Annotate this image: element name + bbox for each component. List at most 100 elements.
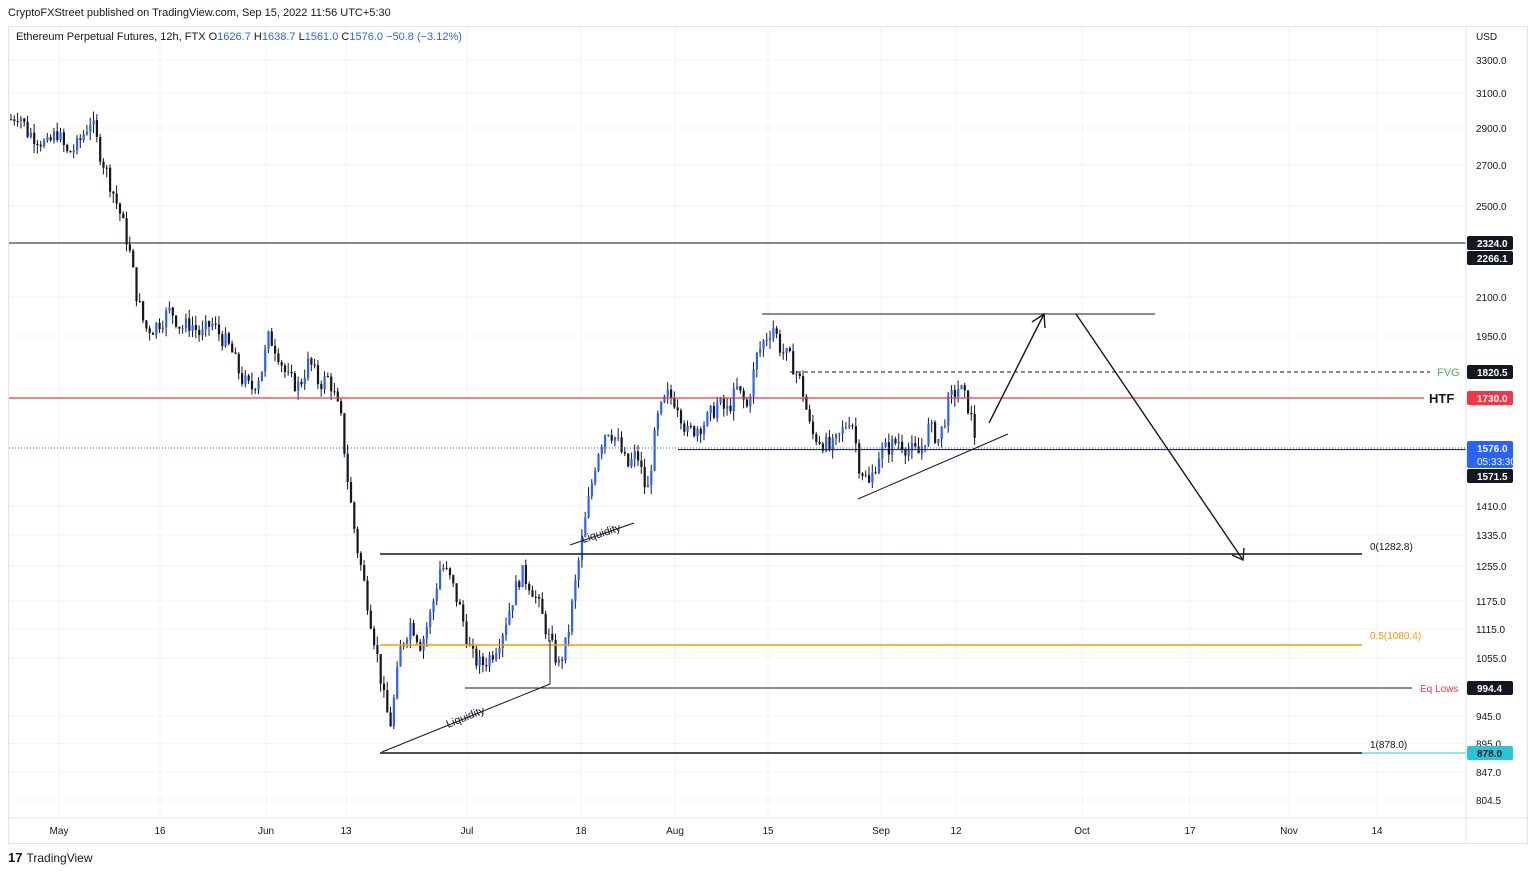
currency-label: USD	[1476, 32, 1497, 43]
candle-body	[488, 655, 491, 667]
candle-body	[171, 307, 174, 316]
price-tick-label: 2100.0	[1476, 293, 1507, 304]
time-axis[interactable]: May 16 Jun 13 Jul 18 Aug 15 Sep 12 Oct 17 Nov 14	[9, 817, 1527, 837]
candle-body	[112, 191, 115, 194]
publish-header: CryptoFXStreet published on TradingView.…	[8, 7, 391, 19]
candle-body	[277, 353, 280, 363]
candle-body	[343, 413, 346, 454]
time-tick-label: 14	[1371, 826, 1383, 837]
candle-body	[495, 652, 498, 660]
candle-body	[587, 496, 590, 518]
liquidity-label-mid: Liquidity	[580, 522, 623, 546]
candle-body	[541, 598, 544, 614]
candle-body	[666, 389, 669, 396]
candle-body	[745, 399, 749, 407]
candle-body	[313, 364, 316, 366]
candle-body	[254, 389, 257, 391]
candle-body	[95, 120, 98, 138]
candle-body	[881, 446, 884, 459]
candle-body	[877, 458, 881, 474]
candle-body	[963, 385, 966, 391]
candle-body	[703, 425, 706, 435]
candle-body	[831, 438, 834, 449]
price-tick-label: 2700.0	[1476, 161, 1507, 172]
price-axis[interactable]: USD 3300.0 3100.0 2900.0 2700.0 2500.0 2100.0 1…	[1465, 27, 1507, 843]
price-badge-box	[1467, 251, 1513, 265]
chart-drawings: Liquidity Liquidity	[381, 312, 1245, 753]
htf-label: HTF	[1429, 391, 1454, 406]
price-tick-label: 3300.0	[1476, 56, 1507, 67]
time-tick-label: 13	[340, 826, 352, 837]
candle-body	[854, 426, 857, 444]
candle-body	[445, 567, 448, 569]
candle-body	[178, 326, 181, 329]
candle-body	[217, 324, 221, 335]
candle-body	[303, 378, 306, 385]
candle-body	[600, 447, 603, 455]
candle-body	[914, 443, 917, 447]
candle-body	[102, 161, 105, 168]
candle-body	[485, 665, 488, 667]
candle-body	[620, 437, 623, 453]
candle-body	[491, 655, 494, 660]
price-badge-value: 878.0	[1477, 749, 1502, 760]
candle-body	[76, 138, 79, 151]
candle-body	[663, 395, 666, 403]
arrow-up	[988, 313, 1045, 424]
candle-body	[534, 596, 537, 598]
candle-body	[158, 322, 161, 329]
change-value: −50.8 (−3.12%)	[386, 31, 462, 43]
candle-body	[848, 425, 851, 427]
price-tick-label: 3100.0	[1476, 89, 1507, 100]
candle-body	[435, 589, 438, 602]
candle-body	[739, 386, 742, 391]
open-label: O	[208, 31, 218, 43]
candle-body	[151, 333, 155, 335]
candle-body	[538, 596, 541, 599]
candle-body	[604, 435, 607, 448]
candle-body	[442, 567, 445, 570]
candle-body	[788, 348, 791, 352]
eq-lows-label: Eq Lows	[1420, 684, 1458, 695]
price-badge-box	[1467, 681, 1513, 695]
candle-body	[798, 373, 801, 377]
level-lines: FVG HTF 0(1282.8) 0.5(1080.4) Eq Lows 1(878.0…	[9, 242, 1466, 754]
candle-body	[696, 428, 699, 437]
candle-body	[142, 301, 145, 321]
candle-body	[336, 391, 339, 402]
candle-body	[719, 398, 722, 404]
tradingview-footer[interactable]: 17 TradingView	[8, 850, 93, 865]
candle-body	[481, 656, 485, 666]
candle-body	[363, 564, 366, 581]
candle-body	[821, 443, 824, 451]
rising-trendline	[857, 433, 1009, 500]
candle-body	[693, 426, 696, 437]
candle-body	[775, 328, 778, 334]
candle-body	[528, 583, 531, 591]
candle-body	[930, 422, 933, 424]
candle-body	[260, 371, 263, 381]
candle-body	[554, 639, 557, 663]
chart-frame[interactable]	[8, 26, 1528, 844]
candle-body	[264, 349, 267, 372]
fvg-label: FVG	[1437, 367, 1460, 379]
candle-body	[498, 647, 501, 653]
candle-body	[16, 121, 19, 123]
candle-body	[643, 466, 646, 488]
candle-body	[340, 401, 343, 414]
candle-body	[280, 362, 283, 366]
candle-body	[66, 144, 69, 152]
candle-body	[722, 398, 725, 409]
candle-body	[551, 633, 554, 640]
candle-body	[330, 376, 333, 392]
price-badge-box	[1467, 469, 1513, 483]
price-badge-value: 1820.5	[1477, 368, 1508, 379]
liquidity-line-mid	[569, 522, 635, 546]
candle-body	[679, 410, 683, 424]
candle-body	[10, 119, 13, 121]
candle-body	[613, 437, 617, 441]
candle-body	[267, 331, 270, 350]
candle-body	[155, 322, 158, 335]
candle-body	[399, 646, 402, 667]
